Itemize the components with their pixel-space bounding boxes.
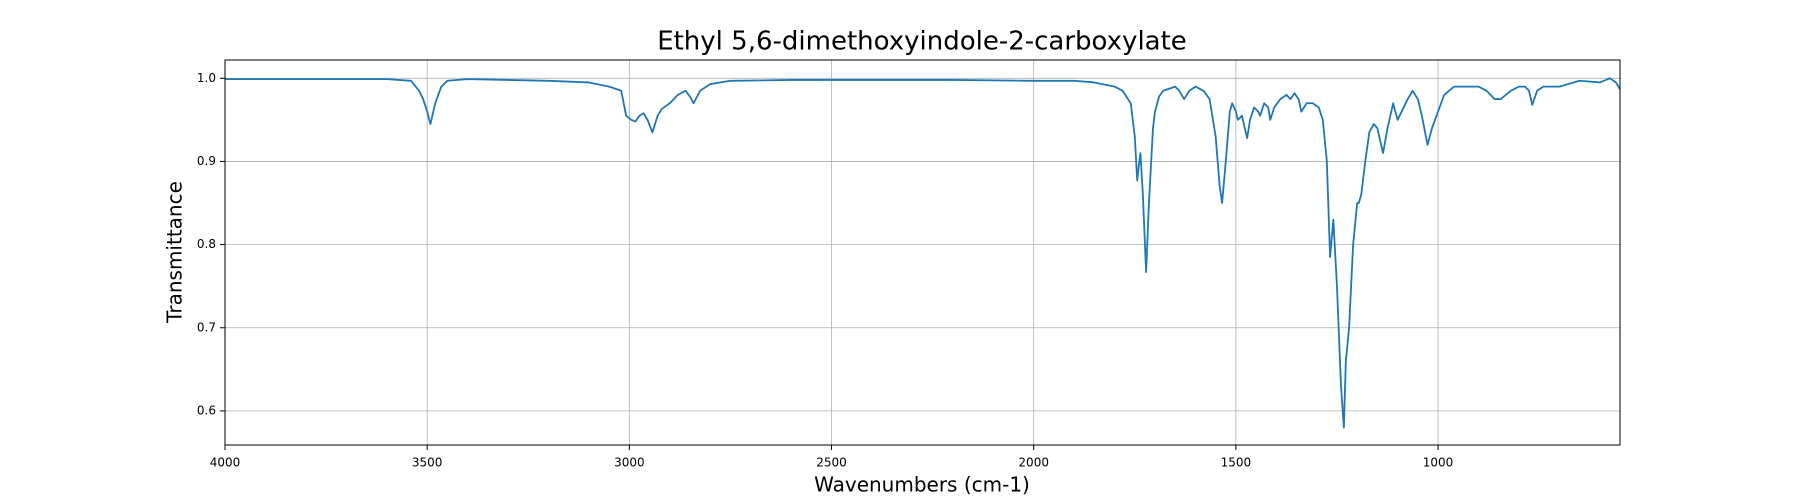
x-tick-label: 2000 <box>1018 456 1049 470</box>
x-tick-label: 1000 <box>1423 456 1454 470</box>
y-tick-label: 0.8 <box>197 237 216 251</box>
y-axis-label: Transmittance <box>163 181 187 324</box>
y-tick-label: 1.0 <box>197 71 216 85</box>
x-tick-label: 3500 <box>412 456 443 470</box>
x-tick-label: 4000 <box>210 456 241 470</box>
y-tick-label: 0.6 <box>197 403 216 417</box>
plot-frame <box>224 59 1621 446</box>
x-tick-label: 1500 <box>1221 456 1252 470</box>
x-tick-label: 3000 <box>614 456 645 470</box>
spectrum-line <box>225 77 1621 429</box>
x-axis-label: Wavenumbers (cm-1) <box>814 473 1030 497</box>
x-tick-label: 2500 <box>816 456 847 470</box>
y-tick-label: 0.7 <box>197 320 216 334</box>
chart-title: Ethyl 5,6-dimethoxyindole-2-carboxylate <box>657 27 1187 57</box>
y-tick-label: 0.9 <box>197 154 216 168</box>
